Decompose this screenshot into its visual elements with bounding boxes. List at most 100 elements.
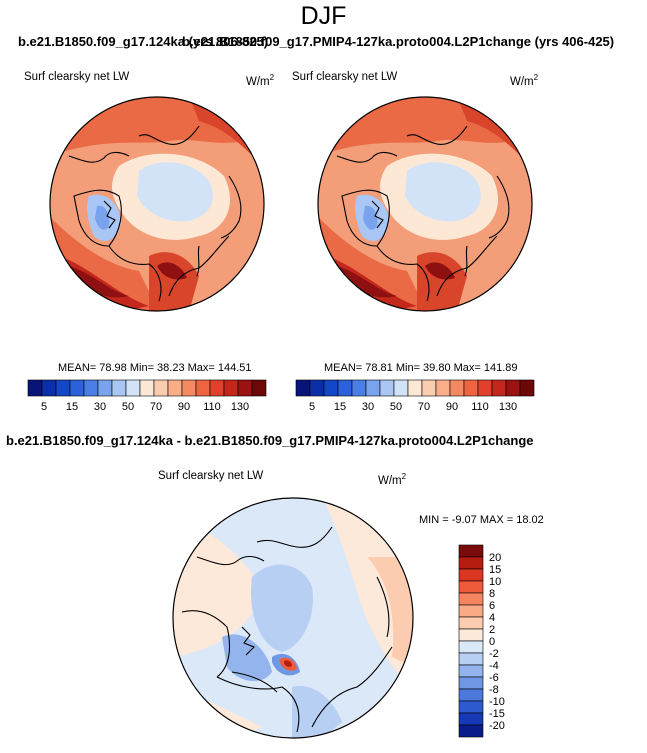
diff-panel-variable-label: Surf clearsky net LW [158,470,264,482]
colorbar-tick-label: 8 [489,588,495,600]
diff-panel-stats: MIN = -9.07 MAX = 18.02 [419,514,544,526]
colorbar-box [153,379,169,397]
diff-field-greenland-cool [222,634,272,682]
colorbar-tick-label: 2 [489,624,495,636]
map-field-s-max [157,262,187,280]
panel-1-variable-label: Surf clearsky net LW [24,71,130,83]
colorbar-tick-label: 90 [178,401,190,413]
colorbar-box [458,712,484,726]
colorbar-tick-label: 10 [489,576,501,588]
colorbar-tick-label: 30 [94,401,106,413]
colorbar-tick-label: 50 [390,401,402,413]
colorbar-tick-label: 15 [489,564,501,576]
colorbar-box [449,379,465,397]
map-border [49,96,265,312]
colorbar-box [519,379,535,397]
season-title: DJF [300,2,347,30]
colorbar-box [27,379,43,397]
coastlines [181,526,393,733]
colorbar-box [458,724,484,738]
diff-panel-units: W/m2 [378,472,407,487]
colorbar-box [477,379,493,397]
colorbar-box [295,379,311,397]
colorbar-box [69,379,85,397]
colorbar-box [393,379,409,397]
map-field-arctic-cool [137,162,213,222]
colorbar-tick-label: 4 [489,612,495,624]
diff-field-arctic-cool [251,564,313,652]
colorbar-tick-label: 30 [362,401,374,413]
colorbar-box [337,379,353,397]
coastlines [68,125,242,302]
colorbar-box [323,379,339,397]
diff-field-south-cool [292,686,342,738]
colorbar-box [458,604,484,618]
colorbar-tick-label: 110 [471,401,489,413]
colorbar-box [41,379,57,397]
panel-2-colorbar: 5 15 30 50 70 90 110 130 [295,379,535,413]
colorbar-box [421,379,437,397]
colorbar-box [458,628,484,642]
panel-2-polar-map [317,96,533,312]
map-field-greenland-colder [363,205,378,230]
colorbar-box [458,700,484,714]
colorbar-tick-label: -20 [489,720,505,732]
colorbar-box [181,379,197,397]
map-field-sw-max [337,266,397,298]
colorbar-box [379,379,395,397]
colorbar-box [167,379,183,397]
map-field-s-max [425,262,455,280]
colorbar-tick-label: 130 [231,401,249,413]
panel-2-variable-label: Surf clearsky net LW [292,71,398,83]
panel-2-case-title: b.e21.B1850.f09_g17.PMIP4-127ka.proto004… [182,34,615,49]
colorbar-tick-label: 5 [309,401,315,413]
colorbar-tick-label: 70 [418,401,430,413]
colorbar-tick-label: 15 [334,401,346,413]
colorbar-box [491,379,507,397]
colorbar-tick-label: -10 [489,696,505,708]
colorbar-tick-label: -8 [489,684,499,696]
colorbar-box [223,379,239,397]
colorbar-tick-label: 90 [446,401,458,413]
colorbar-tick-label: 70 [150,401,162,413]
colorbar-tick-label: 20 [489,552,501,564]
panel-1-colorbar: 5 15 30 50 70 90 110 130 [27,379,267,413]
colorbar-box [458,556,484,570]
diff-panel-title: b.e21.B1850.f09_g17.124ka - b.e21.B1850.… [6,433,534,448]
colorbar-box [458,580,484,594]
colorbar-box [55,379,71,397]
panel-1-polar-map [49,96,265,312]
colorbar-tick-label: -6 [489,672,499,684]
diff-field-west-neutral [173,517,262,657]
colorbar-box [458,616,484,630]
colorbar-box [458,652,484,666]
colorbar-box [251,379,267,397]
colorbar-box [458,640,484,654]
colorbar-box [195,379,211,397]
colorbar-box [97,379,113,397]
colorbar-box [407,379,423,397]
colorbar-box [463,379,479,397]
colorbar-tick-label: 130 [499,401,517,413]
colorbar-tick-label: 110 [203,401,221,413]
colorbar-box [435,379,451,397]
colorbar-box [458,664,484,678]
colorbar-box [111,379,127,397]
diff-field-east-warm [367,557,413,667]
colorbar-box [458,544,484,558]
coastlines [336,125,510,302]
diff-field-hot-spot [284,660,292,667]
panel-2-stats: MEAN= 78.81 Min= 39.80 Max= 141.89 [324,362,518,374]
panel-1-stats: MEAN= 78.98 Min= 38.23 Max= 144.51 [58,362,252,374]
diff-polar-map [172,497,414,739]
colorbar-box [505,379,521,397]
colorbar-box [83,379,99,397]
panel-1-case-title: b.e21.B1850.f09_g17.124ka (yrs 806-825) [18,34,269,49]
panel-2-units: W/m2 [510,73,539,88]
colorbar-tick-label: 50 [122,401,134,413]
colorbar-box [458,592,484,606]
colorbar-tick-label: 0 [489,636,495,648]
map-field-greenland-colder [95,205,110,230]
colorbar-tick-label: 6 [489,600,495,612]
